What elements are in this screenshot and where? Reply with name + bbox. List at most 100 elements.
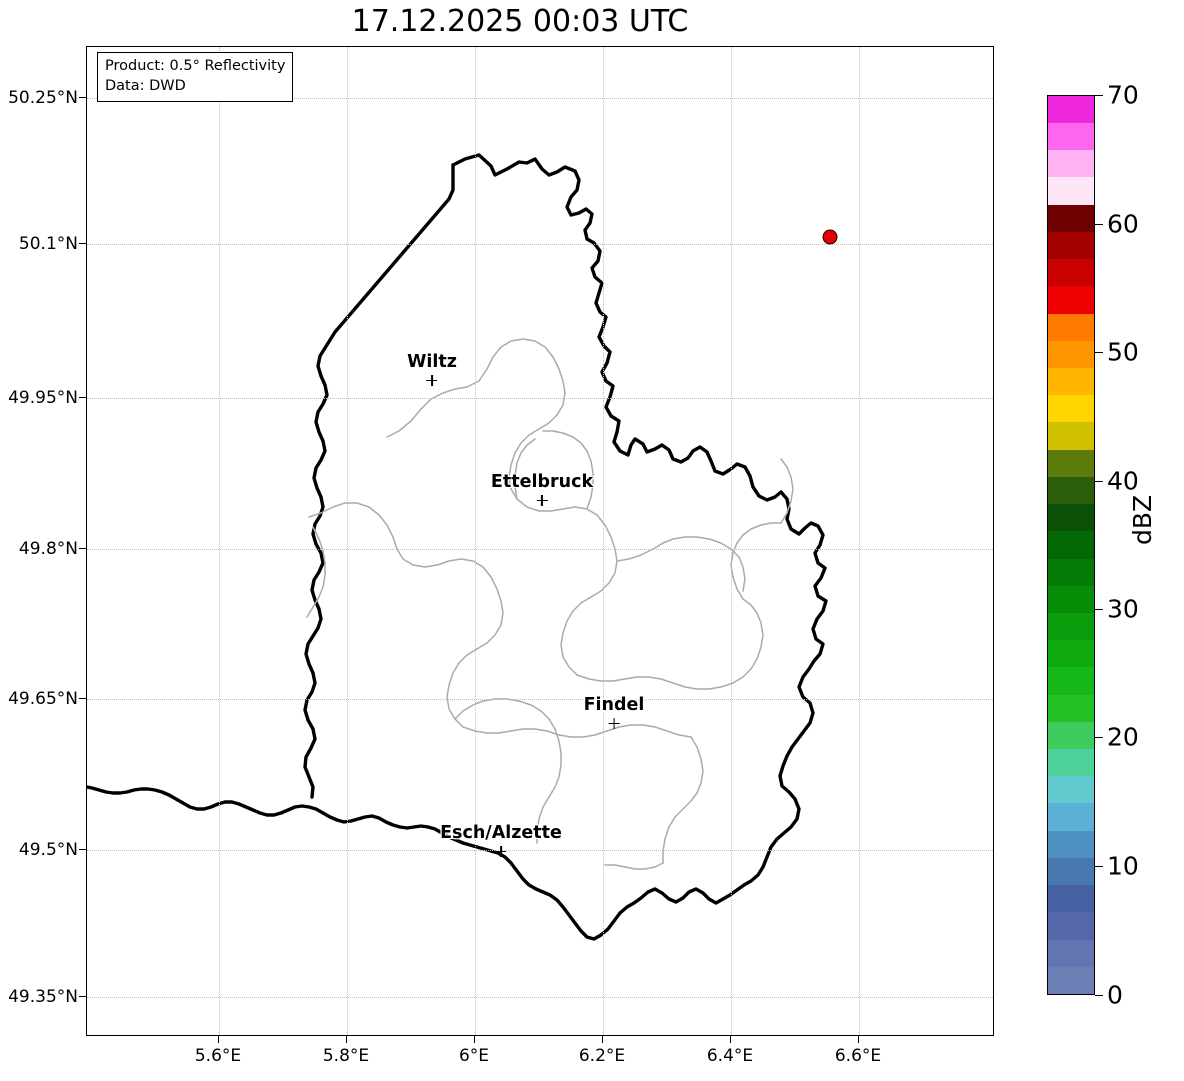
gridline-lat-49.8 [87, 549, 993, 550]
xtick-label-6.0: 6°E [458, 1046, 490, 1066]
colorbar-tick-label-40: 40 [1107, 466, 1139, 496]
gridline-lon-5.6 [219, 47, 220, 1035]
colorbar-tick-70 [1095, 95, 1103, 96]
xtick-mark [602, 1036, 603, 1043]
xtick-label-6.4: 6.4°E [706, 1046, 754, 1066]
plus-marker-icon [536, 495, 548, 506]
xtick-mark [218, 1036, 219, 1043]
colorbar-band-20 [1048, 422, 1094, 450]
colorbar-band-28 [1048, 204, 1094, 232]
colorbar-axis-label: dBZ [1128, 494, 1157, 545]
radar-map-axes[interactable]: Wiltz Ettelbruck Findel Esch/Alzette [86, 46, 994, 1036]
plus-marker-icon [495, 846, 507, 857]
ytick-mark [79, 849, 86, 850]
colorbar[interactable] [1047, 95, 1095, 995]
colorbar-band-13 [1048, 612, 1094, 641]
xtick-mark [858, 1036, 859, 1043]
gridline-lat-50.1 [87, 244, 993, 245]
colorbar-band-7 [1048, 776, 1094, 804]
colorbar-band-17 [1048, 504, 1094, 532]
xtick-mark [346, 1036, 347, 1043]
colorbar-band-10 [1048, 694, 1094, 722]
gridline-lon-6.6 [859, 47, 860, 1035]
gridline-lat-49.35 [87, 997, 993, 998]
colorbar-band-16 [1048, 531, 1094, 559]
info-product-line: Product: 0.5° Reflectivity [105, 58, 286, 74]
country-border-luxembourg [87, 153, 828, 941]
ytick-label-49.35: 49.35°N [8, 987, 78, 1007]
gridline-lon-6.4 [731, 47, 732, 1035]
map-geometry [87, 153, 828, 941]
ytick-label-50.25: 50.25°N [8, 88, 78, 108]
city-marker-esch-alzette[interactable]: Esch/Alzette [440, 823, 562, 857]
colorbar-band-8 [1048, 749, 1094, 777]
colorbar-band-23 [1048, 340, 1094, 368]
colorbar-band-2 [1048, 912, 1094, 940]
city-marker-findel[interactable]: Findel [583, 695, 645, 729]
ytick-mark [79, 243, 86, 244]
colorbar-band-32 [1048, 95, 1094, 123]
colorbar-band-3 [1048, 885, 1094, 913]
gridline-lat-50.25 [87, 98, 993, 99]
colorbar-band-25 [1048, 286, 1094, 314]
colorbar-band-12 [1048, 640, 1094, 668]
page-title: 17.12.2025 00:03 UTC [351, 4, 689, 39]
colorbar-tick-40 [1095, 481, 1103, 482]
colorbar-band-14 [1048, 585, 1094, 613]
xtick-mark [730, 1036, 731, 1043]
colorbar-band-22 [1048, 367, 1094, 396]
gridline-lat-49.95 [87, 398, 993, 399]
colorbar-band-18 [1048, 476, 1094, 505]
info-box: Product: 0.5° Reflectivity Data: DWD [97, 52, 294, 103]
colorbar-tick-10 [1095, 866, 1103, 867]
colorbar-band-5 [1048, 830, 1094, 858]
plus-marker-icon [608, 718, 620, 729]
colorbar-tick-label-10: 10 [1107, 851, 1139, 881]
colorbar-tick-label-60: 60 [1107, 209, 1139, 239]
colorbar-tick-label-30: 30 [1107, 594, 1139, 624]
colorbar-band-6 [1048, 803, 1094, 831]
ytick-mark [79, 996, 86, 997]
city-label: Findel [583, 695, 645, 715]
colorbar-tick-label-70: 70 [1107, 80, 1139, 110]
colorbar-tick-0 [1095, 995, 1103, 996]
gridline-lon-6.0 [475, 47, 476, 1035]
gridline-lon-6.2 [603, 47, 604, 1035]
ytick-mark [79, 548, 86, 549]
colorbar-tick-50 [1095, 352, 1103, 353]
city-label: Ettelbruck [490, 472, 594, 492]
colorbar-band-4 [1048, 857, 1094, 886]
colorbar-band-21 [1048, 395, 1094, 423]
ytick-mark [79, 698, 86, 699]
city-label: Esch/Alzette [440, 823, 562, 843]
xtick-label-5.6: 5.6°E [194, 1046, 242, 1066]
colorbar-band-15 [1048, 558, 1094, 586]
ytick-mark [79, 397, 86, 398]
colorbar-band-19 [1048, 449, 1094, 477]
colorbar-band-9 [1048, 721, 1094, 750]
xtick-mark [474, 1036, 475, 1043]
radar-echo-point[interactable] [822, 229, 838, 245]
colorbar-tick-20 [1095, 737, 1103, 738]
info-data-line: Data: DWD [105, 77, 186, 94]
colorbar-band-26 [1048, 259, 1094, 287]
colorbar-bands [1048, 95, 1094, 994]
colorbar-tick-label-0: 0 [1107, 980, 1123, 1010]
colorbar-tick-60 [1095, 224, 1103, 225]
colorbar-tick-30 [1095, 609, 1103, 610]
xtick-label-6.2: 6.2°E [578, 1046, 626, 1066]
ytick-label-49.8: 49.8°N [18, 539, 78, 559]
country-border-west [303, 163, 455, 799]
colorbar-band-0 [1048, 966, 1094, 994]
colorbar-band-30 [1048, 150, 1094, 178]
city-marker-wiltz[interactable]: Wiltz [407, 352, 457, 386]
colorbar-tick-label-20: 20 [1107, 722, 1139, 752]
xtick-label-6.6: 6.6°E [834, 1046, 882, 1066]
colorbar-band-27 [1048, 231, 1094, 260]
gridline-lat-49.65 [87, 699, 993, 700]
xtick-label-5.8: 5.8°E [322, 1046, 370, 1066]
ytick-label-49.95: 49.95°N [8, 388, 78, 408]
city-marker-ettelbruck[interactable]: Ettelbruck [491, 472, 593, 506]
colorbar-band-29 [1048, 177, 1094, 205]
ytick-label-49.65: 49.65°N [8, 689, 78, 709]
